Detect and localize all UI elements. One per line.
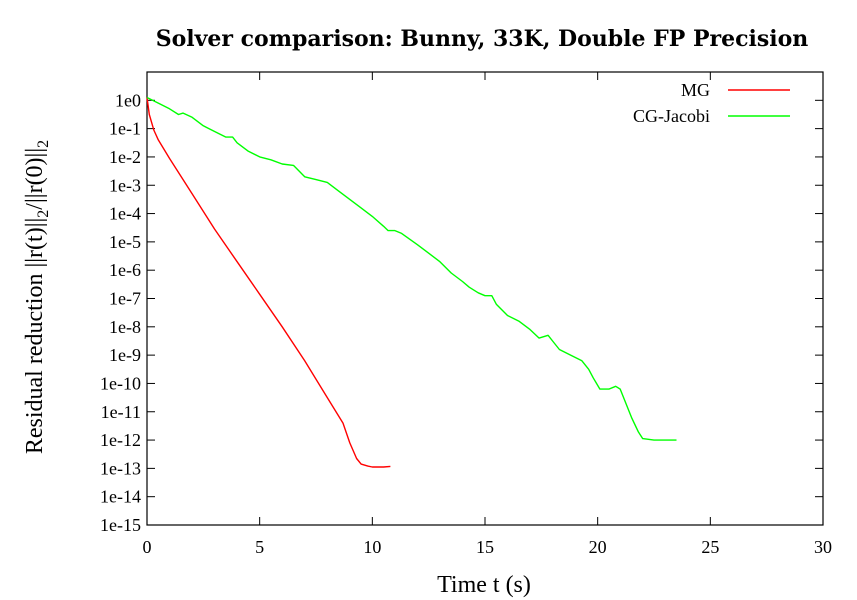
legend-label: MG <box>681 80 710 100</box>
y-tick-label: 1e-15 <box>100 515 141 535</box>
y-axis-ticks: 1e0 1e-1 1e-2 1e-3 1e-4 1e-5 1e-6 1e-7 1e-8 1e-9 1… <box>100 90 823 535</box>
legend: MG CG-Jacobi <box>633 80 790 126</box>
chart-title: Solver comparison: Bunny, 33K, Double FP… <box>156 26 809 52</box>
y-tick-label: 1e-5 <box>109 232 141 252</box>
x-tick-label: 30 <box>814 537 832 557</box>
series-line-mg <box>146 97 391 468</box>
axis-frame <box>146 71 824 526</box>
x-tick-label: 0 <box>143 537 152 557</box>
y-tick-label: 1e0 <box>115 90 141 110</box>
legend-label: CG-Jacobi <box>633 106 710 126</box>
series-lines <box>146 96 677 468</box>
y-tick-label: 1e-14 <box>100 487 141 507</box>
x-tick-label: 25 <box>701 537 719 557</box>
y-tick-label: 1e-12 <box>100 430 141 450</box>
y-tick-label: 1e-2 <box>109 147 141 167</box>
y-tick-label: 1e-13 <box>100 458 141 478</box>
series-line-cg-jacobi <box>146 96 677 441</box>
y-axis-label-subscript-1: 2 <box>35 210 52 218</box>
y-tick-label: 1e-9 <box>109 345 141 365</box>
y-axis-label: Residual reduction ||r(t)||2/||r(0)||2 <box>22 140 52 454</box>
x-axis-label: Time t (s) <box>437 572 531 598</box>
y-tick-label: 1e-8 <box>109 317 141 337</box>
y-axis-label-subscript-2: 2 <box>35 140 52 148</box>
y-tick-label: 1e-1 <box>109 119 141 139</box>
plot-border <box>146 71 824 526</box>
y-tick-label: 1e-11 <box>101 402 141 422</box>
y-axis-label-part-2: /||r(0)|| <box>22 148 48 210</box>
x-tick-label: 5 <box>255 537 264 557</box>
x-axis-ticks: 0 5 10 15 20 25 30 <box>143 72 832 557</box>
y-tick-label: 1e-4 <box>109 204 141 224</box>
x-tick-label: 20 <box>589 537 607 557</box>
x-tick-label: 15 <box>476 537 494 557</box>
y-tick-label: 1e-3 <box>109 175 141 195</box>
y-tick-label: 1e-7 <box>109 289 141 309</box>
y-tick-label: 1e-10 <box>100 373 141 393</box>
y-tick-label: 1e-6 <box>109 260 141 280</box>
y-axis-label-part-1: Residual reduction ||r(t)|| <box>22 218 48 454</box>
x-tick-label: 10 <box>363 537 381 557</box>
